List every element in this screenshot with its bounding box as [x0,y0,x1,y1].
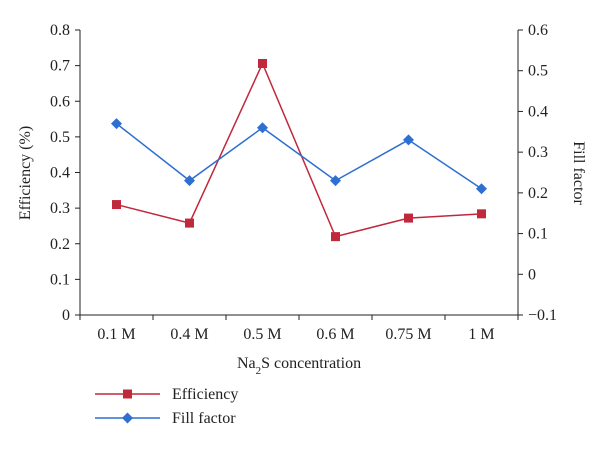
y-right-tick-label: 0 [528,266,536,283]
series-fill-factor [111,118,487,195]
efficiency-point [185,218,194,228]
x-tick-label: 0.4 M [170,326,208,343]
y-right-tick-label: 0.2 [528,185,548,202]
legend: Efficiency Fill factor [95,386,238,427]
fill-factor-point [476,183,487,195]
legend-label: Fill factor [172,410,236,427]
efficiency-point [477,209,486,219]
legend-label: Efficiency [172,386,238,403]
y-left-tick-label: 0.6 [50,93,70,110]
y-left-tick-label: 0.2 [50,236,70,253]
series-efficiency [112,58,486,242]
fill-factor-point [111,118,122,130]
y-left-tick-label: 0.3 [50,200,70,217]
y-left-tick-label: 0 [62,307,70,324]
y-right-tick-label: 0.1 [528,226,548,243]
y-right-tick-label: 0.3 [528,144,548,161]
series-layer [111,58,487,242]
legend-swatch-marker [122,412,133,424]
y-left-tick-label: 0.5 [50,129,70,146]
y-left-tick-label: 0.7 [50,58,70,75]
fill-factor-point [330,175,341,187]
x-axis-ticks: 0.1 M 0.4 M 0.5 M 0.6 M 0.75 M 1 M [79,315,519,343]
y-axis-right-title: Fill factor [570,141,587,205]
efficiency-point [112,200,121,210]
y-left-tick-label: 0.1 [50,271,70,288]
y-left-tick-label: 0.8 [50,22,70,39]
plot-frame [79,30,519,316]
fill-factor-point [403,134,414,146]
y-right-tick-label: 0.4 [528,103,548,120]
x-tick-label: 0.75 M [385,326,431,343]
y-axis-left-title: Efficiency (%) [17,126,34,220]
x-tick-label: 0.1 M [97,326,135,343]
x-tick-label: 0.5 M [243,326,281,343]
y-right-tick-label: −0.1 [528,307,557,324]
fill-factor-point [257,122,268,134]
y-axis-left-ticks: 0 0.1 0.2 0.3 0.4 0.5 0.6 0.7 0.8 [50,22,80,324]
y-axis-right-ticks: −0.1 0 0.1 0.2 0.3 0.4 0.5 0.6 [518,22,557,324]
y-right-tick-label: 0.6 [528,22,548,39]
efficiency-point [331,232,340,242]
y-right-tick-label: 0.5 [528,63,548,80]
efficiency-point [258,58,267,68]
efficiency-point [404,213,413,223]
x-axis-title: Na2S concentration [237,355,361,377]
legend-swatch-marker [123,389,132,399]
x-tick-label: 1 M [468,326,494,343]
x-tick-label: 0.6 M [316,326,354,343]
legend-item-fill-factor: Fill factor [95,410,236,427]
efficiency-line [116,61,482,238]
fill-factor-point [184,175,195,187]
legend-item-efficiency: Efficiency [95,386,238,403]
y-left-tick-label: 0.4 [50,165,70,182]
fill-factor-line [116,123,482,190]
